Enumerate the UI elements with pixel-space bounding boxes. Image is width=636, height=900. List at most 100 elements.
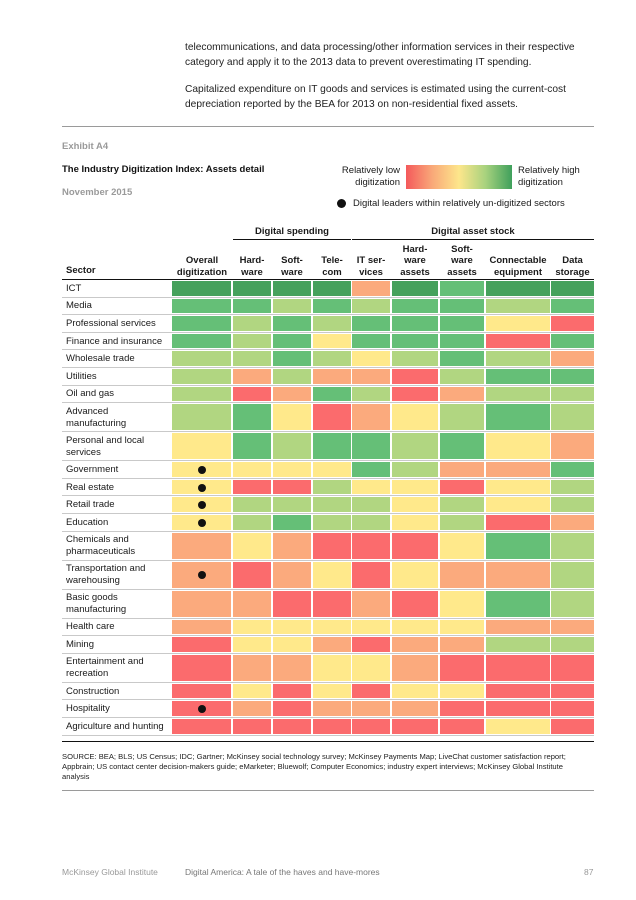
heat-cell-software (273, 333, 311, 349)
heat-cell-it-services (352, 637, 390, 652)
heat-cell-hardware-assets (392, 333, 438, 349)
heat-cell-data-storage (551, 369, 594, 384)
heat-cell-connectable-equipment (486, 497, 550, 512)
heat-cell-it-services (352, 386, 390, 402)
heat-cell-hardware-assets (392, 619, 438, 635)
heat-cell-hardware (233, 701, 271, 716)
heat-cell-hardware (233, 316, 271, 331)
heat-cell-hardware (233, 386, 271, 402)
heat-cell-software (273, 386, 311, 402)
group-digital-asset-stock-line (352, 239, 594, 240)
footer-org: McKinsey Global Institute (62, 867, 158, 877)
heat-cell-hardware (233, 515, 271, 530)
heat-cell-connectable-equipment (486, 654, 550, 681)
sector-label: Wholesale trade (66, 353, 135, 365)
row-divider (62, 512, 594, 514)
heat-cell-connectable-equipment (486, 386, 550, 402)
column-header-sector: Sector (66, 265, 96, 276)
heat-cell-hardware-assets (392, 701, 438, 716)
heat-cell-it-services (352, 619, 390, 635)
sector-label: Finance and insurance (66, 335, 163, 347)
digital-leader-dot-icon (197, 571, 206, 580)
table-row: Health care (62, 619, 594, 637)
heat-cell-connectable-equipment (486, 333, 550, 349)
source-note: SOURCE: BEA; BLS; US Census; IDC; Gartne… (62, 752, 566, 781)
heat-cell-hardware (233, 298, 271, 314)
table-row: Real estate (62, 479, 594, 497)
group-digital-asset-stock: Digital asset stock (431, 226, 515, 237)
heat-cell-overall (172, 386, 231, 402)
heat-cell-connectable-equipment (486, 316, 550, 331)
heat-cell-it-services (352, 497, 390, 512)
row-divider (62, 296, 594, 298)
heat-cell-data-storage (551, 532, 594, 559)
heat-cell-software (273, 433, 311, 460)
legend-gradient-bar (406, 165, 512, 189)
heat-cell-hardware (233, 532, 271, 559)
table-row: Government (62, 461, 594, 479)
table-row: Advanced manufacturing (62, 403, 594, 433)
heat-cell-software-assets (440, 590, 484, 617)
heat-cell-hardware-assets (392, 719, 438, 734)
table-row: Finance and insurance (62, 333, 594, 351)
sector-label: Health care (66, 621, 115, 633)
row-divider (62, 681, 594, 683)
heat-cell-hardware (233, 433, 271, 460)
exhibit-title: The Industry Digitization Index: Assets … (62, 164, 265, 175)
heat-cell-hardware-assets (392, 316, 438, 331)
heat-cell-telecom (313, 433, 351, 460)
column-header-hardware-assets: Hard- ware assets (400, 243, 430, 278)
sector-label: Retail trade (66, 499, 115, 511)
heat-cell-telecom (313, 404, 351, 431)
legend-low-label: Relatively low digitization (341, 165, 400, 188)
heat-cell-software-assets (440, 701, 484, 716)
heat-cell-hardware-assets (392, 497, 438, 512)
heat-cell-data-storage (551, 281, 594, 296)
heat-cell-it-services (352, 298, 390, 314)
row-divider (62, 495, 594, 497)
heat-cell-it-services (352, 590, 390, 617)
heat-cell-connectable-equipment (486, 281, 550, 296)
row-divider (62, 588, 594, 590)
sector-label: Transportation and warehousing (66, 563, 146, 587)
heat-cell-telecom (313, 298, 351, 314)
heat-cell-hardware-assets (392, 515, 438, 530)
heat-cell-overall (172, 369, 231, 384)
heat-cell-software-assets (440, 479, 484, 495)
heat-cell-connectable-equipment (486, 515, 550, 530)
heat-cell-software (273, 637, 311, 652)
heat-cell-hardware-assets (392, 532, 438, 559)
heat-cell-it-services (352, 462, 390, 477)
heat-cell-connectable-equipment (486, 683, 550, 699)
heat-cell-data-storage (551, 316, 594, 331)
row-divider (62, 652, 594, 654)
heat-cell-data-storage (551, 719, 594, 734)
heat-cell-software-assets (440, 462, 484, 477)
heat-cell-overall (172, 619, 231, 635)
heat-cell-hardware (233, 561, 271, 588)
column-header-connectable-equipment: Connectable equipment (489, 255, 547, 278)
heat-cell-telecom (313, 719, 351, 734)
heat-cell-software-assets (440, 532, 484, 559)
heat-cell-connectable-equipment (486, 637, 550, 652)
row-divider (62, 384, 594, 386)
heat-cell-hardware (233, 590, 271, 617)
column-header-software: Soft- ware (281, 255, 303, 278)
heat-cell-connectable-equipment (486, 351, 550, 366)
heat-cell-data-storage (551, 515, 594, 530)
heat-cell-telecom (313, 532, 351, 559)
heat-cell-hardware-assets (392, 351, 438, 366)
heat-cell-data-storage (551, 637, 594, 652)
heat-cell-it-services (352, 369, 390, 384)
row-divider (62, 699, 594, 701)
table-row: Utilities (62, 368, 594, 386)
heat-cell-software-assets (440, 433, 484, 460)
column-header-it-services: IT ser- vices (356, 255, 386, 278)
heat-cell-connectable-equipment (486, 719, 550, 734)
heat-cell-data-storage (551, 462, 594, 477)
heat-cell-telecom (313, 497, 351, 512)
heat-cell-hardware (233, 683, 271, 699)
sector-label: Advanced manufacturing (66, 405, 127, 429)
heat-cell-telecom (313, 561, 351, 588)
heat-cell-software (273, 654, 311, 681)
